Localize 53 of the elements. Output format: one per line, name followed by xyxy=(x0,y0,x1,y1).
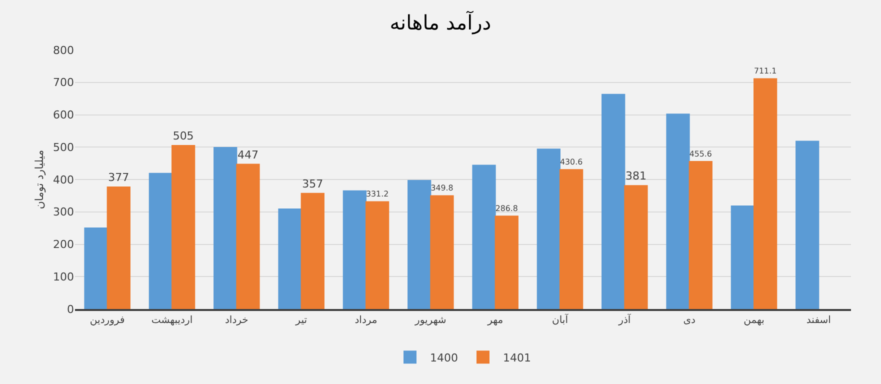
x-tick-label: تیر xyxy=(294,315,308,326)
bar xyxy=(472,164,496,309)
x-tick-label: دی xyxy=(683,315,696,326)
y-tick-label: 400 xyxy=(53,173,74,186)
bar xyxy=(408,180,432,309)
y-tick-label: 800 xyxy=(53,44,74,57)
x-tick-label: اسفند xyxy=(806,315,831,326)
x-tick-label: شهریور xyxy=(414,315,446,326)
bar xyxy=(494,216,518,309)
x-tick-label: فروردین xyxy=(90,315,125,326)
bar xyxy=(560,169,584,309)
bar xyxy=(278,208,302,309)
bar xyxy=(754,78,778,309)
x-tick-label: بهمن xyxy=(744,315,764,326)
y-tick-label: 0 xyxy=(67,302,74,316)
bar xyxy=(214,146,238,309)
y-tick-label: 700 xyxy=(53,76,74,90)
x-tick-label: مرداد xyxy=(354,315,378,326)
bar xyxy=(536,148,560,309)
bar xyxy=(430,195,454,309)
y-tick-label: 200 xyxy=(53,238,74,252)
bar xyxy=(688,161,712,309)
bar xyxy=(730,206,754,309)
bar xyxy=(84,228,108,309)
x-tick-label: مهر xyxy=(486,315,504,326)
x-tick-label: اردیبهشت xyxy=(151,315,193,326)
bar xyxy=(602,94,626,309)
bar xyxy=(172,145,196,309)
y-tick-label: 300 xyxy=(53,206,74,219)
y-tick-label: 100 xyxy=(53,270,74,284)
x-tick-label: آذر xyxy=(618,313,632,326)
bar xyxy=(624,185,648,309)
bar xyxy=(666,114,690,309)
data-label: 381 xyxy=(625,170,646,183)
bar xyxy=(796,140,820,309)
legend-label: 1401 xyxy=(503,351,531,364)
bar xyxy=(342,190,366,309)
bar xyxy=(106,186,130,309)
y-tick-label: 600 xyxy=(53,108,74,122)
data-label: 377 xyxy=(108,170,130,184)
bar xyxy=(300,192,324,309)
bar xyxy=(366,201,390,309)
chart-title: درآمد ماهانه xyxy=(390,10,492,34)
legend-label: 1400 xyxy=(430,351,458,364)
data-label: 357 xyxy=(302,177,324,190)
bar xyxy=(236,164,260,309)
data-label: 447 xyxy=(237,148,258,162)
bar xyxy=(148,172,172,309)
x-tick-label: خرداد xyxy=(224,315,248,326)
x-tick-label: آبان xyxy=(552,313,570,326)
data-label: 505 xyxy=(172,130,194,143)
y-axis-title: میلیارد تومان xyxy=(33,150,46,210)
y-tick-label: 500 xyxy=(53,140,74,154)
